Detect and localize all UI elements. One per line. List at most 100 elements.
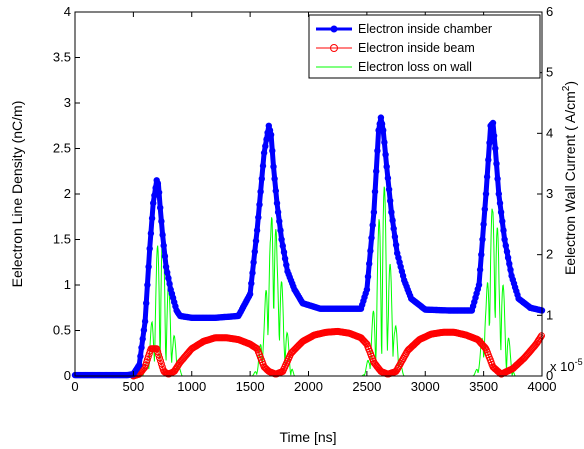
chamber-point (144, 281, 151, 289)
chamber-point (139, 335, 146, 343)
left-tick-label: 1.5 (53, 232, 71, 247)
beam-point (537, 333, 545, 341)
chamber-point (367, 247, 374, 255)
chamber-point (138, 344, 145, 351)
left-tick-label: 1 (64, 277, 71, 292)
chamber-point (389, 217, 396, 224)
right-axis-multiplier-base: x 10 (550, 359, 575, 374)
chamber-point (506, 260, 513, 267)
chamber-point (387, 197, 394, 204)
chamber-point (481, 206, 488, 213)
x-tick-label: 2000 (294, 379, 323, 394)
chamber-point (495, 190, 502, 198)
chamber-point (255, 214, 262, 221)
chamber-point (146, 245, 153, 252)
x-tick-label: 3000 (411, 379, 440, 394)
right-tick-label: 4 (546, 125, 553, 140)
chamber-point (277, 227, 284, 234)
chamber-point (374, 147, 381, 154)
right-tick-label: 2 (546, 247, 553, 262)
chamber-point (494, 175, 501, 182)
chamber-point (388, 209, 395, 216)
left-tick-label: 3 (64, 95, 71, 110)
chamber-point (283, 261, 290, 269)
chamber-point (271, 175, 278, 182)
chamber-point (501, 236, 508, 243)
chamber-point (369, 221, 376, 229)
left-tick-label: 4 (64, 4, 71, 19)
chamber-point (391, 233, 399, 240)
legend-label-wall: Electron loss on wall (358, 60, 472, 74)
chamber-point (262, 143, 269, 150)
chamber-point (502, 242, 509, 249)
x-tick-label: 4000 (528, 379, 557, 394)
chamber-point (482, 190, 490, 198)
left-tick-label: 0 (64, 368, 71, 383)
legend-label-chamber: Electron inside chamber (358, 22, 492, 36)
legend-label-beam: Electron inside beam (358, 41, 475, 55)
beam-point (153, 345, 161, 353)
chamber-point (480, 221, 487, 228)
chamber-point (272, 187, 279, 195)
chamber-point (161, 253, 169, 260)
chamber-point (364, 273, 372, 280)
chamber-point (269, 147, 276, 154)
chamber-point (381, 139, 388, 146)
chamber-point (143, 300, 150, 307)
chamber-point (385, 186, 393, 193)
beam-point (154, 348, 162, 356)
chamber-point (165, 275, 172, 282)
chamber-point (259, 162, 267, 170)
beam-point (158, 363, 166, 371)
chamber-point (485, 156, 492, 164)
chamber-point (279, 242, 286, 250)
chamber-point (375, 127, 382, 134)
series-chamber (71, 114, 546, 379)
right-axis-title: Eelectron Wall Current ( A/cm2) (561, 81, 578, 275)
chamber-point (478, 251, 485, 258)
chamber-point (390, 225, 397, 232)
beam-point (155, 351, 163, 359)
chamber-point (159, 231, 166, 239)
chamber-point (492, 145, 499, 152)
chamber-point (256, 201, 263, 208)
right-axis-multiplier: x 10-5 (550, 357, 583, 374)
chamber-point (504, 254, 512, 261)
left-axis-title: Eelectron Line Density (nC/m) (9, 101, 25, 288)
right-tick-label: 5 (546, 65, 553, 80)
chamber-point (476, 266, 484, 273)
chamber-point (162, 263, 170, 270)
chamber-point (141, 318, 149, 325)
chamber-point (507, 266, 514, 273)
right-axis-title-main: Eelectron Wall Current ( A/cm (562, 91, 578, 275)
chamber-point (260, 149, 268, 157)
chamber-point (251, 248, 258, 255)
series-beam (75, 327, 545, 380)
beam-point (157, 357, 164, 365)
chamber-point (499, 218, 506, 225)
chamber-point (493, 160, 500, 167)
x-tick-label: 2500 (352, 379, 381, 394)
chamber-point (384, 174, 392, 182)
beam-point (156, 354, 163, 362)
chamber-point (257, 188, 264, 195)
x-tick-label: 1500 (236, 379, 265, 394)
chamber-point (366, 260, 373, 267)
chamber-point (377, 114, 385, 121)
chamber-point (147, 230, 155, 237)
chamber-point (246, 290, 254, 298)
right-tick-label: 6 (546, 4, 553, 19)
chamber-point (158, 218, 165, 225)
chamber-point (363, 286, 371, 293)
right-axis-multiplier-exponent: -5 (575, 357, 583, 367)
chamber-point (479, 236, 486, 243)
chamber-point (136, 361, 143, 369)
chamber-point (383, 163, 390, 170)
x-tick-label: 0 (71, 379, 78, 394)
ticks-layer: 0 500 1000 1500 2000 2500 3000 3500 400000.511.5… (53, 4, 557, 394)
chamber-point (267, 131, 275, 138)
chamber-point (273, 199, 281, 207)
chamber-point (258, 175, 265, 182)
chamber-point (490, 132, 498, 139)
